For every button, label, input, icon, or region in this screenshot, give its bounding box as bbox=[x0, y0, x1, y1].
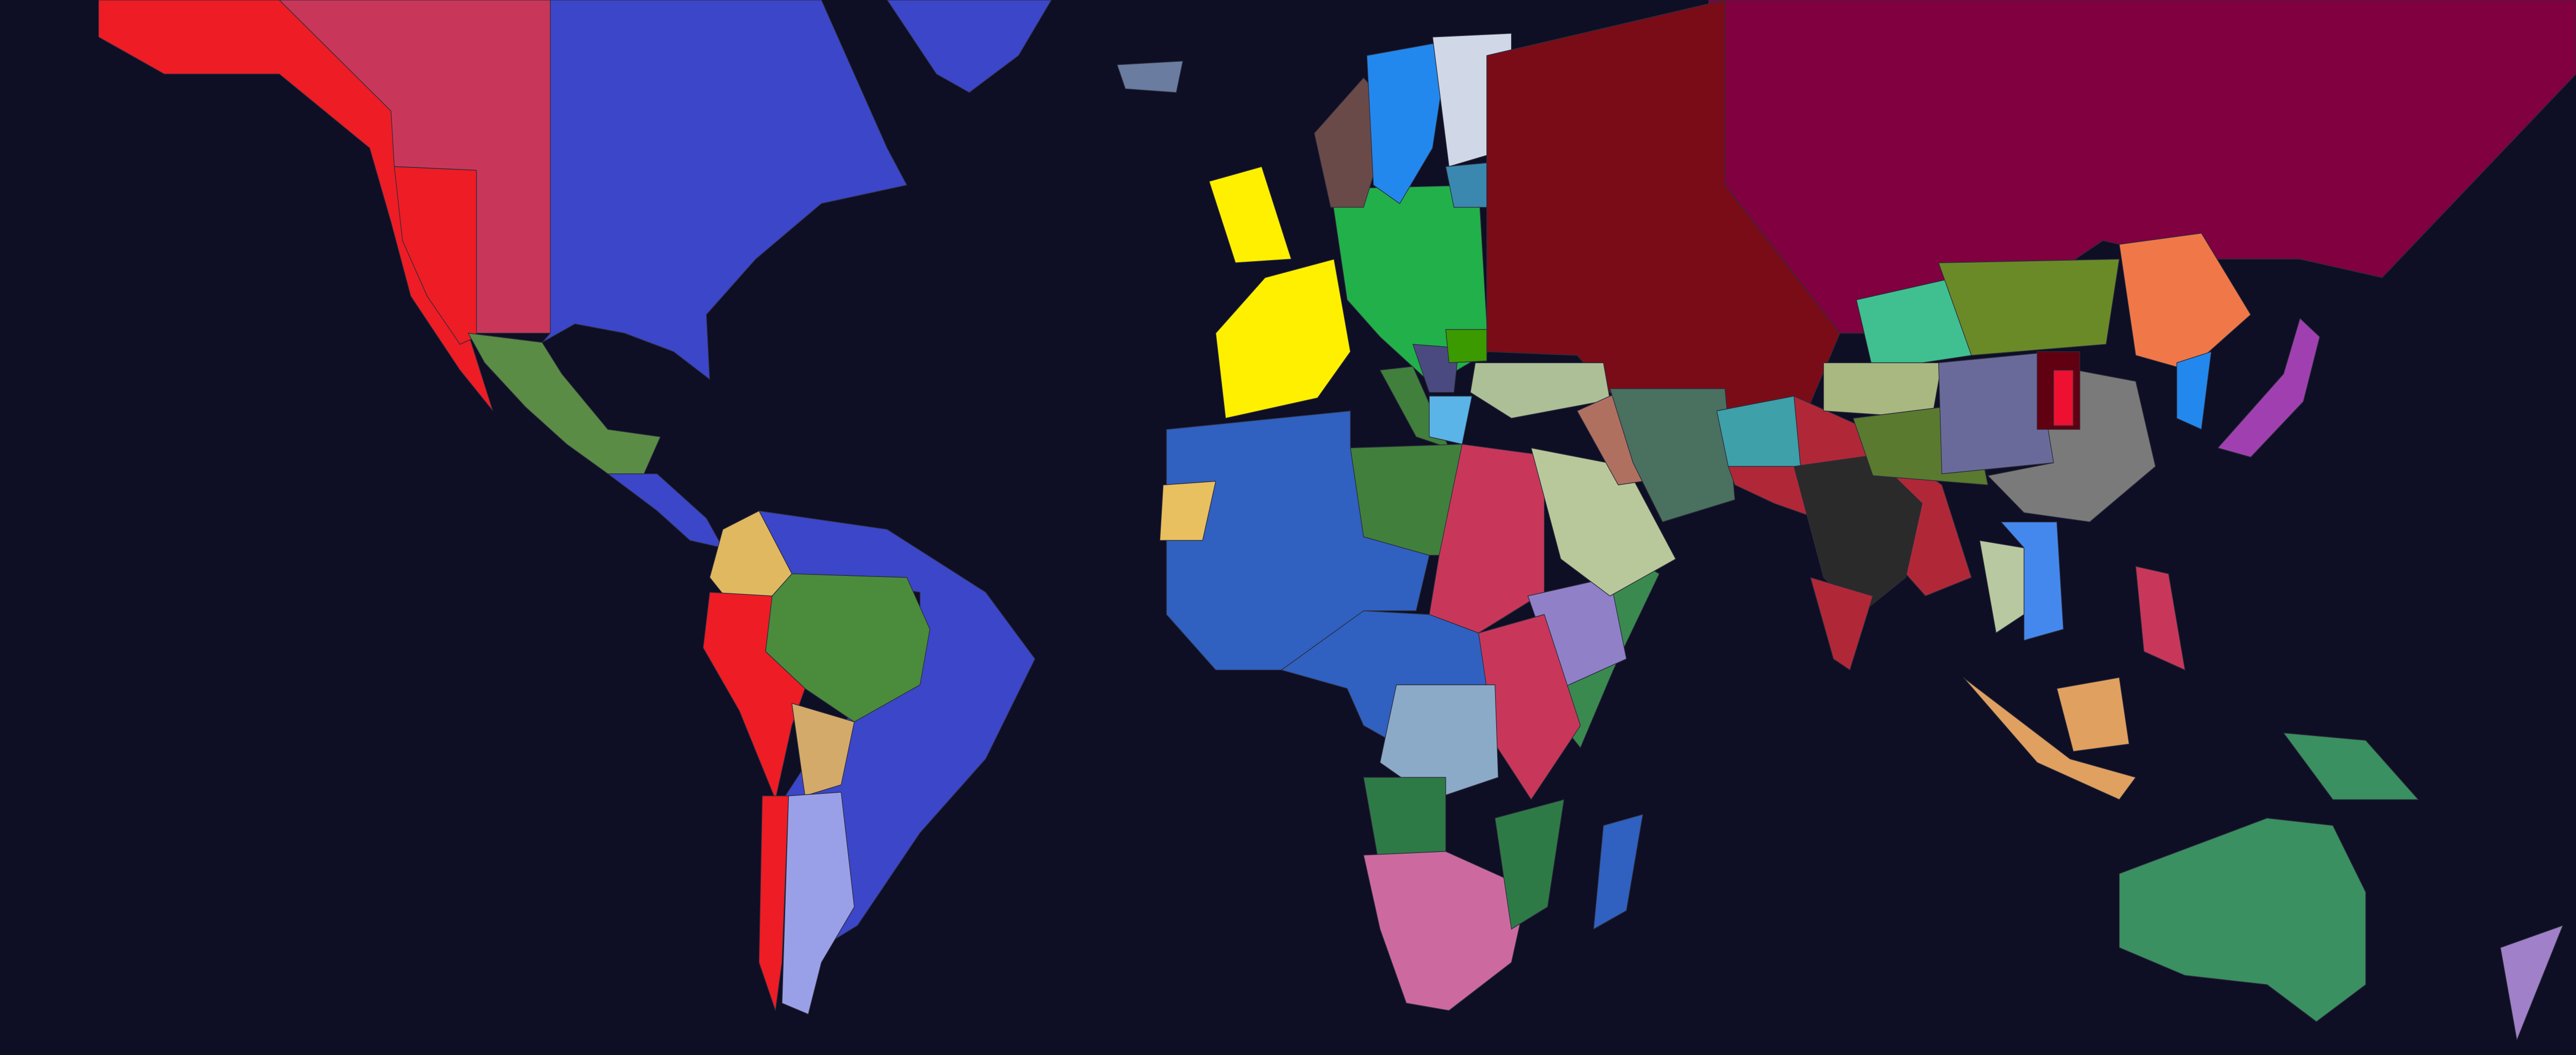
region[interactable] bbox=[1987, 362, 2156, 522]
region[interactable] bbox=[1470, 362, 1611, 419]
region[interactable] bbox=[2053, 369, 2074, 427]
region[interactable] bbox=[791, 703, 855, 796]
region[interactable] bbox=[2283, 733, 2419, 800]
region[interactable] bbox=[758, 795, 789, 1011]
region[interactable] bbox=[1593, 814, 1643, 930]
region[interactable] bbox=[2217, 318, 2320, 458]
region[interactable] bbox=[394, 166, 477, 345]
region[interactable] bbox=[1363, 851, 1529, 1011]
region[interactable] bbox=[887, 0, 1052, 93]
region[interactable] bbox=[2135, 566, 2185, 671]
region[interactable] bbox=[1379, 684, 1499, 800]
region[interactable] bbox=[541, 0, 907, 380]
region[interactable] bbox=[2001, 521, 2064, 641]
region[interactable] bbox=[1215, 259, 1351, 419]
region[interactable] bbox=[1445, 329, 1487, 363]
region[interactable] bbox=[2176, 351, 2212, 430]
region[interactable] bbox=[1938, 351, 2054, 474]
region[interactable] bbox=[2500, 925, 2564, 1041]
region[interactable] bbox=[782, 792, 855, 1015]
region[interactable] bbox=[2119, 232, 2251, 371]
region[interactable] bbox=[1810, 577, 1873, 671]
region[interactable] bbox=[1938, 259, 2120, 356]
region[interactable] bbox=[1209, 166, 1292, 263]
region[interactable] bbox=[703, 592, 806, 800]
region[interactable] bbox=[2056, 677, 2130, 752]
region[interactable] bbox=[1962, 677, 2137, 800]
region[interactable] bbox=[1166, 410, 1430, 671]
region[interactable] bbox=[1609, 388, 1735, 522]
region[interactable] bbox=[1412, 344, 1460, 393]
region[interactable] bbox=[1159, 481, 1216, 541]
region[interactable] bbox=[2119, 818, 2366, 1023]
region[interactable] bbox=[1116, 60, 1183, 93]
region[interactable] bbox=[1495, 799, 1565, 930]
